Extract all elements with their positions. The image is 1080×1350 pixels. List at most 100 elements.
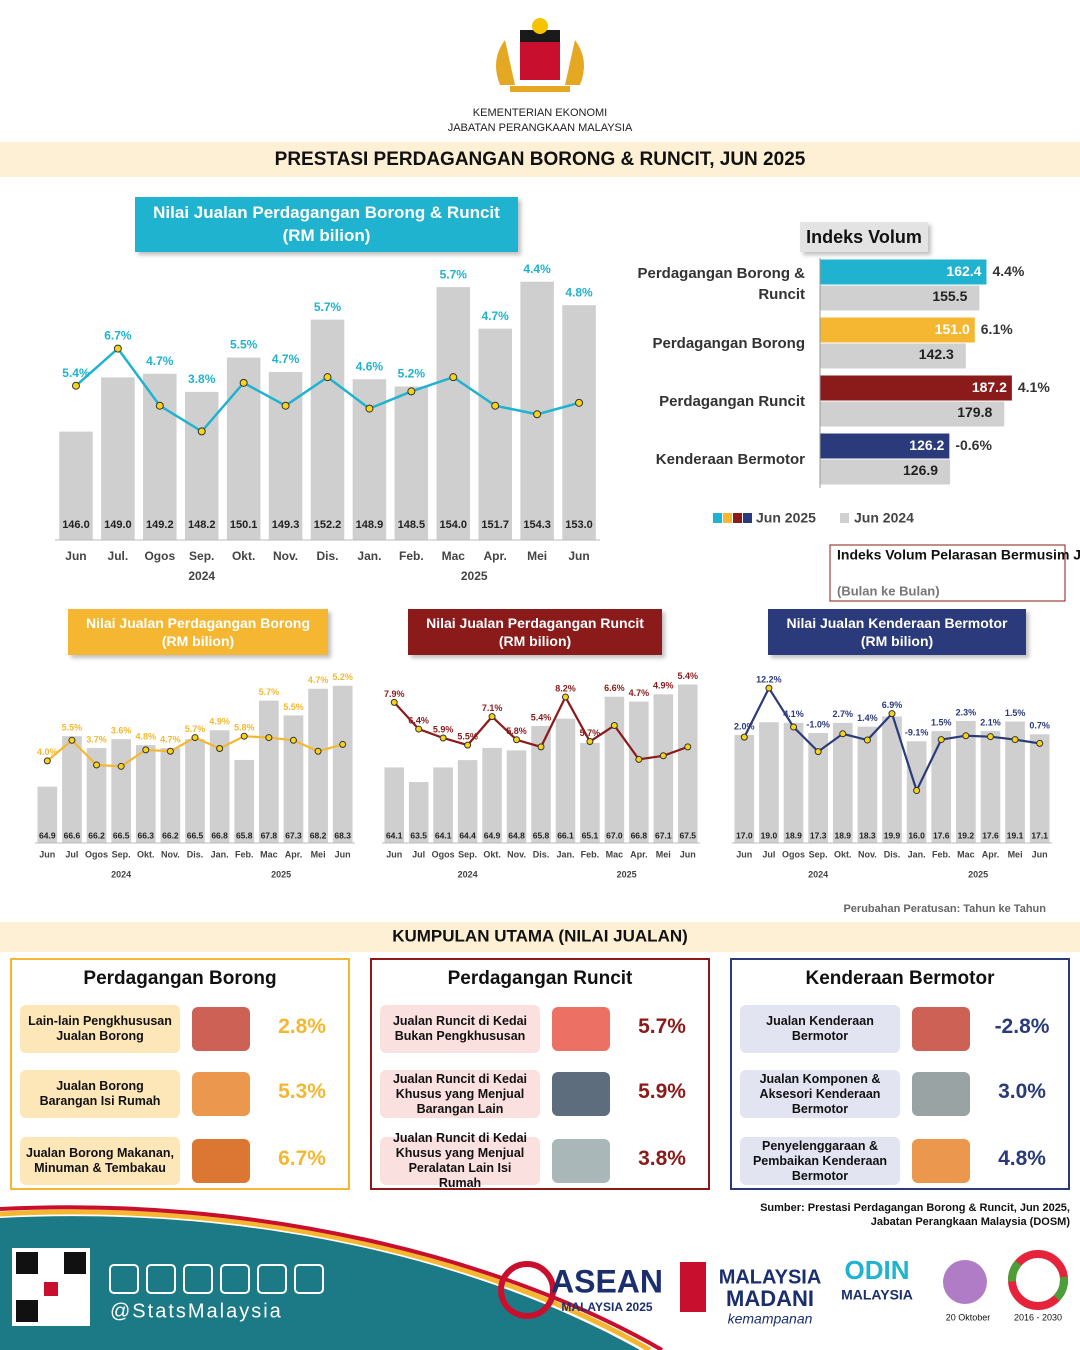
item-icon: [912, 1007, 970, 1051]
x-tick-label: Apr.: [982, 849, 1000, 859]
bar-value-label: 16.0: [908, 830, 925, 840]
y-tick-label: Perdagangan Borong & Runcit: [637, 265, 805, 303]
bar: [37, 786, 58, 843]
x-tick-label: Ogos: [144, 549, 175, 563]
item-icon: [192, 1007, 250, 1051]
item-icon: [552, 1139, 610, 1183]
line-marker: [407, 387, 416, 396]
crest-ribbon: [510, 86, 570, 92]
bar-value-label: 187.2: [972, 379, 1007, 395]
change-label: 4.1%: [1018, 379, 1050, 395]
x-tick-label: Feb.: [399, 549, 424, 563]
line-value-label: 1.5%: [1005, 708, 1026, 718]
item-label: Penyelenggaraan & Pembaikan Kenderaan Be…: [740, 1137, 900, 1185]
line-value-label: 5.7%: [314, 300, 342, 314]
item-value: 3.8%: [638, 1147, 686, 1170]
madani-logo: [680, 1262, 706, 1312]
bar-value-label: 17.3: [810, 830, 827, 840]
x-tick-label: Okt.: [483, 849, 501, 859]
bar-value-label: 66.5: [113, 830, 130, 840]
chart-title-box: Nilai Jualan Kenderaan Bermotor (RM bilio…: [768, 609, 1026, 655]
qr-block: [64, 1252, 86, 1274]
bar-value-label: 148.5: [398, 519, 426, 531]
bar-value-label: 154.3: [523, 519, 551, 531]
line-value-label: 5.5%: [62, 723, 83, 733]
bar-value-label: 67.8: [261, 830, 278, 840]
bar: [882, 716, 902, 843]
social-icon[interactable]: [183, 1264, 213, 1294]
social-icon[interactable]: [146, 1264, 176, 1294]
bar: [734, 734, 755, 843]
title-band: [0, 142, 1080, 177]
line-value-label: 2.0%: [734, 721, 755, 731]
bar: [457, 760, 478, 843]
year-label: 2024: [808, 869, 828, 879]
bar-value-label: 126.2: [909, 437, 944, 453]
bar-value-label: 179.8: [957, 404, 992, 420]
bar-value-label: 148.9: [356, 519, 384, 531]
legend-label: Jun 2024: [854, 510, 914, 526]
bar-value-label: 66.1: [557, 830, 574, 840]
bar-value-label: 19.2: [958, 830, 975, 840]
bar-value-label: 17.0: [736, 830, 753, 840]
chart-subtitle: (RM bilion): [161, 633, 235, 649]
line-marker: [888, 710, 896, 718]
line-value-label: 6.7%: [104, 329, 132, 343]
item-label: Lain-lain Pengkhususan Jualan Borong: [20, 1005, 180, 1053]
bar: [482, 747, 502, 843]
line-value-label: 4.8%: [136, 731, 157, 741]
x-tick-label: Okt.: [137, 849, 155, 859]
social-icon[interactable]: [257, 1264, 287, 1294]
bar: [408, 782, 429, 843]
bar: [629, 701, 649, 843]
line-marker: [265, 734, 273, 742]
year-label: 2024: [188, 569, 215, 583]
x-tick-label: Mac: [957, 849, 975, 859]
sdg-logo: [1008, 1250, 1068, 1310]
line-marker: [533, 410, 542, 419]
line-marker: [962, 732, 970, 740]
chart-title: Nilai Jualan Perdagangan Runcit: [426, 614, 644, 631]
x-tick-label: Jun: [736, 849, 752, 859]
line-marker: [684, 743, 692, 751]
bar: [653, 694, 674, 843]
crest: [496, 18, 584, 92]
bar-value-label: 152.2: [314, 519, 342, 531]
social-icon[interactable]: [294, 1264, 324, 1294]
bar: [820, 343, 966, 369]
x-tick-label: Feb.: [932, 849, 951, 859]
line-value-label: 5.7%: [580, 728, 601, 738]
line-value-label: 4.7%: [272, 352, 300, 366]
year-label: 2025: [617, 869, 637, 879]
bar: [209, 730, 230, 843]
bar: [931, 731, 952, 843]
line-marker: [240, 732, 248, 740]
logo-text: MALAYSIA 2025: [561, 1300, 652, 1314]
line-value-label: 4.0%: [37, 747, 58, 757]
x-tick-label: Jul: [65, 849, 78, 859]
x-tick-label: Mei: [311, 849, 326, 859]
social-icon[interactable]: [109, 1264, 139, 1294]
x-tick-label: Jun: [65, 549, 86, 563]
bar: [783, 722, 804, 843]
item-value: 2.8%: [278, 1015, 326, 1038]
x-tick-label: Sep.: [809, 849, 828, 859]
bar: [185, 739, 205, 843]
item-label: Jualan Runcit di Kedai Khusus yang Menju…: [380, 1131, 540, 1190]
line-marker: [142, 746, 150, 754]
bar-value-label: 66.8: [211, 830, 228, 840]
line-value-label: 5.9%: [433, 724, 454, 734]
social-icon[interactable]: [220, 1264, 250, 1294]
y-tick-label: Perdagangan Runcit: [659, 393, 805, 410]
chart: 146.0 Jun 149.0 Jul. 149.2 Ogos 148.2 Sep. 150.1…: [55, 262, 600, 583]
x-tick-label: Jun: [386, 849, 402, 859]
item-label: Jualan Borong Makanan, Minuman & Tembaka…: [20, 1137, 180, 1185]
bar-value-label: 17.1: [1031, 830, 1048, 840]
chart-title-box: Nilai Jualan Perdagangan Borong & Runcit…: [135, 197, 518, 252]
bar-value-label: 67.0: [606, 830, 623, 840]
bar-value-label: 68.3: [334, 830, 351, 840]
line-value-label: -1.0%: [806, 719, 830, 729]
bar-value-label: 150.1: [230, 519, 258, 531]
x-tick-label: Jun: [335, 849, 351, 859]
